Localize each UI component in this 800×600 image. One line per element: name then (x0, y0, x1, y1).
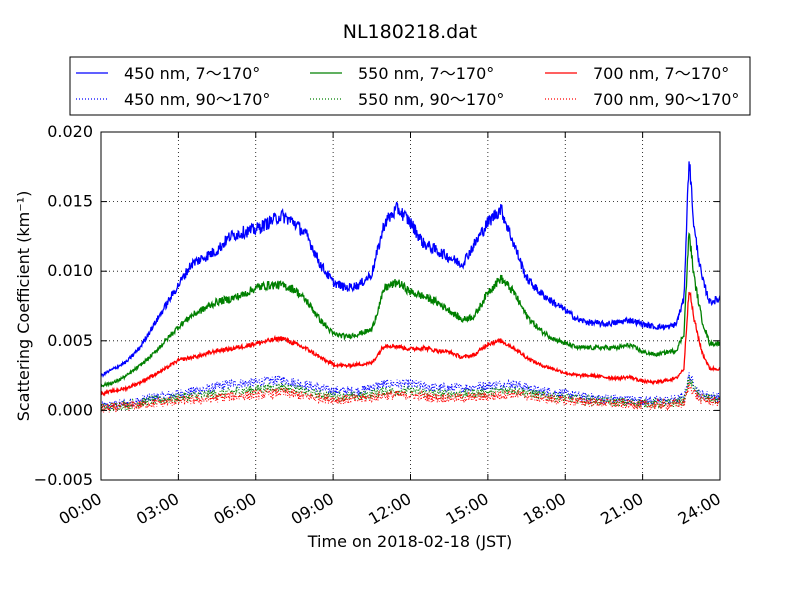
x-tick-label: 06:00 (210, 489, 259, 529)
legend-label: 550 nm, 90～170° (358, 90, 504, 109)
legend-label: 550 nm, 7～170° (358, 64, 494, 83)
legend-label: 450 nm, 90～170° (124, 90, 270, 109)
x-tick-label: 18:00 (520, 489, 569, 529)
legend-label: 450 nm, 7～170° (124, 64, 260, 83)
legend: 450 nm, 7～170° 450 nm, 90～170° 550 nm, 7～1… (69, 56, 751, 116)
series-lines (101, 161, 720, 413)
x-tick-label: 15:00 (442, 489, 491, 529)
y-axis: −0.005 0.000 0.005 0.010 0.015 0.020 (34, 122, 720, 489)
y-tick-label: −0.005 (34, 470, 93, 489)
series-line-450-nm-7-170 (101, 161, 720, 378)
legend-label: 700 nm, 90～170° (593, 90, 739, 109)
x-tick-label: 09:00 (288, 489, 337, 529)
series-line-450-nm-90-170 (101, 372, 720, 410)
legend-label: 700 nm, 7～170° (593, 64, 729, 83)
x-tick-label: 00:00 (56, 489, 105, 529)
x-axis-label: Time on 2018-02-18 (JST) (307, 532, 512, 551)
x-tick-label: 03:00 (133, 489, 182, 529)
x-tick-label: 24:00 (675, 489, 724, 529)
x-axis: 00:00 03:00 06:00 09:00 12:00 15:00 18:00 21:00… (56, 132, 724, 529)
series-line-550-nm-7-170 (101, 232, 720, 388)
series-line-550-nm-90-170 (101, 376, 720, 412)
y-tick-label: 0.005 (47, 331, 93, 350)
x-tick-label: 12:00 (365, 489, 414, 529)
series-line-700-nm-7-170 (101, 291, 720, 397)
x-tick-label: 21:00 (597, 489, 646, 529)
y-tick-label: 0.000 (47, 400, 93, 419)
y-tick-label: 0.020 (47, 122, 93, 141)
grid (101, 132, 720, 480)
chart-title: NL180218.dat (343, 21, 478, 43)
y-tick-label: 0.010 (47, 261, 93, 280)
y-axis-label: Scattering Coefficient (km⁻¹) (14, 191, 33, 422)
legend-box (69, 56, 751, 116)
y-tick-label: 0.015 (47, 192, 93, 211)
